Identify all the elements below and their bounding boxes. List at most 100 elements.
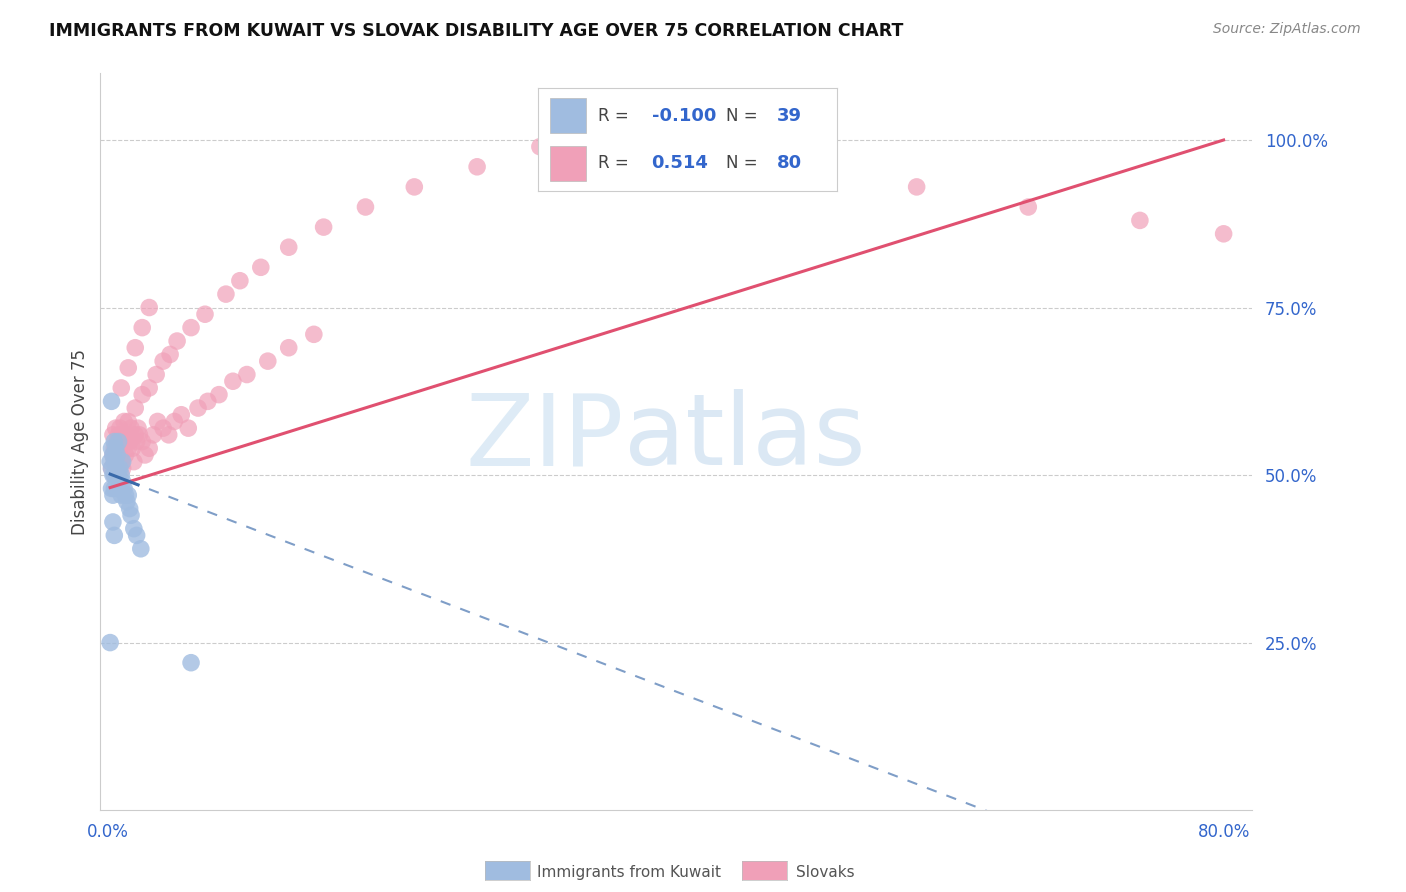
Point xyxy=(100,461,122,475)
Point xyxy=(696,112,718,127)
Text: IMMIGRANTS FROM KUWAIT VS SLOVAK DISABILITY AGE OVER 75 CORRELATION CHART: IMMIGRANTS FROM KUWAIT VS SLOVAK DISABIL… xyxy=(49,22,904,40)
Y-axis label: Disability Age Over 75: Disability Age Over 75 xyxy=(72,349,89,534)
Point xyxy=(302,327,325,342)
Text: Slovaks: Slovaks xyxy=(796,865,855,880)
Point xyxy=(180,656,202,670)
Point xyxy=(103,482,125,496)
Point xyxy=(121,442,143,456)
Point xyxy=(101,448,124,462)
Point xyxy=(115,428,138,442)
Point xyxy=(107,428,129,442)
Point xyxy=(103,528,125,542)
Point xyxy=(134,448,156,462)
Point xyxy=(124,428,146,442)
Point xyxy=(111,455,134,469)
Point xyxy=(1017,200,1039,214)
Point xyxy=(177,421,200,435)
Point xyxy=(152,421,174,435)
Point xyxy=(118,501,141,516)
Point xyxy=(250,260,273,275)
Point xyxy=(152,354,174,368)
Point xyxy=(117,488,139,502)
Point xyxy=(104,421,127,435)
Point xyxy=(236,368,259,382)
Point xyxy=(277,341,299,355)
Point xyxy=(101,448,124,462)
Point xyxy=(111,428,134,442)
Point xyxy=(104,455,127,469)
Point xyxy=(145,368,167,382)
Point xyxy=(104,442,127,456)
Point xyxy=(103,455,125,469)
Point xyxy=(110,455,132,469)
Point xyxy=(187,401,209,415)
Point xyxy=(107,482,129,496)
Point xyxy=(529,139,551,153)
Point xyxy=(197,394,219,409)
Point xyxy=(120,508,142,523)
Text: ZIP: ZIP xyxy=(465,390,624,486)
Point xyxy=(128,428,150,442)
Point xyxy=(98,455,121,469)
Point xyxy=(108,448,131,462)
Point xyxy=(131,434,153,449)
Point xyxy=(1129,213,1152,227)
Point xyxy=(138,301,160,315)
Point xyxy=(120,421,142,435)
Point xyxy=(107,468,129,483)
Point xyxy=(104,448,127,462)
Point xyxy=(104,468,127,483)
Point xyxy=(229,274,252,288)
Point xyxy=(124,401,146,415)
Point xyxy=(115,495,138,509)
Text: atlas: atlas xyxy=(624,390,866,486)
Point xyxy=(98,635,121,649)
Text: Immigrants from Kuwait: Immigrants from Kuwait xyxy=(537,865,721,880)
Point xyxy=(103,468,125,483)
Point xyxy=(101,428,124,442)
Point xyxy=(163,414,186,428)
Point xyxy=(108,421,131,435)
Point xyxy=(103,442,125,456)
Point xyxy=(108,475,131,489)
Point xyxy=(157,428,180,442)
Point xyxy=(180,320,202,334)
Point xyxy=(107,461,129,475)
Point xyxy=(146,414,169,428)
Point xyxy=(277,240,299,254)
Point xyxy=(100,442,122,456)
Point xyxy=(100,394,122,409)
Point xyxy=(117,414,139,428)
Point xyxy=(125,528,148,542)
Point xyxy=(105,461,128,475)
Point xyxy=(131,387,153,401)
Point xyxy=(112,482,135,496)
Point xyxy=(112,414,135,428)
Point xyxy=(103,434,125,449)
Point xyxy=(100,482,122,496)
Point xyxy=(103,455,125,469)
Point xyxy=(222,374,245,388)
Point xyxy=(170,408,193,422)
Point xyxy=(905,180,928,194)
Point xyxy=(1212,227,1234,241)
Point xyxy=(404,180,426,194)
Point xyxy=(312,220,335,235)
Point xyxy=(124,341,146,355)
Point xyxy=(105,434,128,449)
Point xyxy=(215,287,238,301)
Point xyxy=(354,200,377,214)
Point xyxy=(194,307,217,321)
Point xyxy=(111,475,134,489)
Point xyxy=(105,455,128,469)
Point xyxy=(101,515,124,529)
Point xyxy=(117,360,139,375)
Point xyxy=(131,320,153,334)
Point xyxy=(100,461,122,475)
Point xyxy=(114,448,136,462)
Point xyxy=(159,347,181,361)
Point xyxy=(208,387,231,401)
Point xyxy=(110,468,132,483)
Point xyxy=(129,541,152,556)
Point xyxy=(117,442,139,456)
